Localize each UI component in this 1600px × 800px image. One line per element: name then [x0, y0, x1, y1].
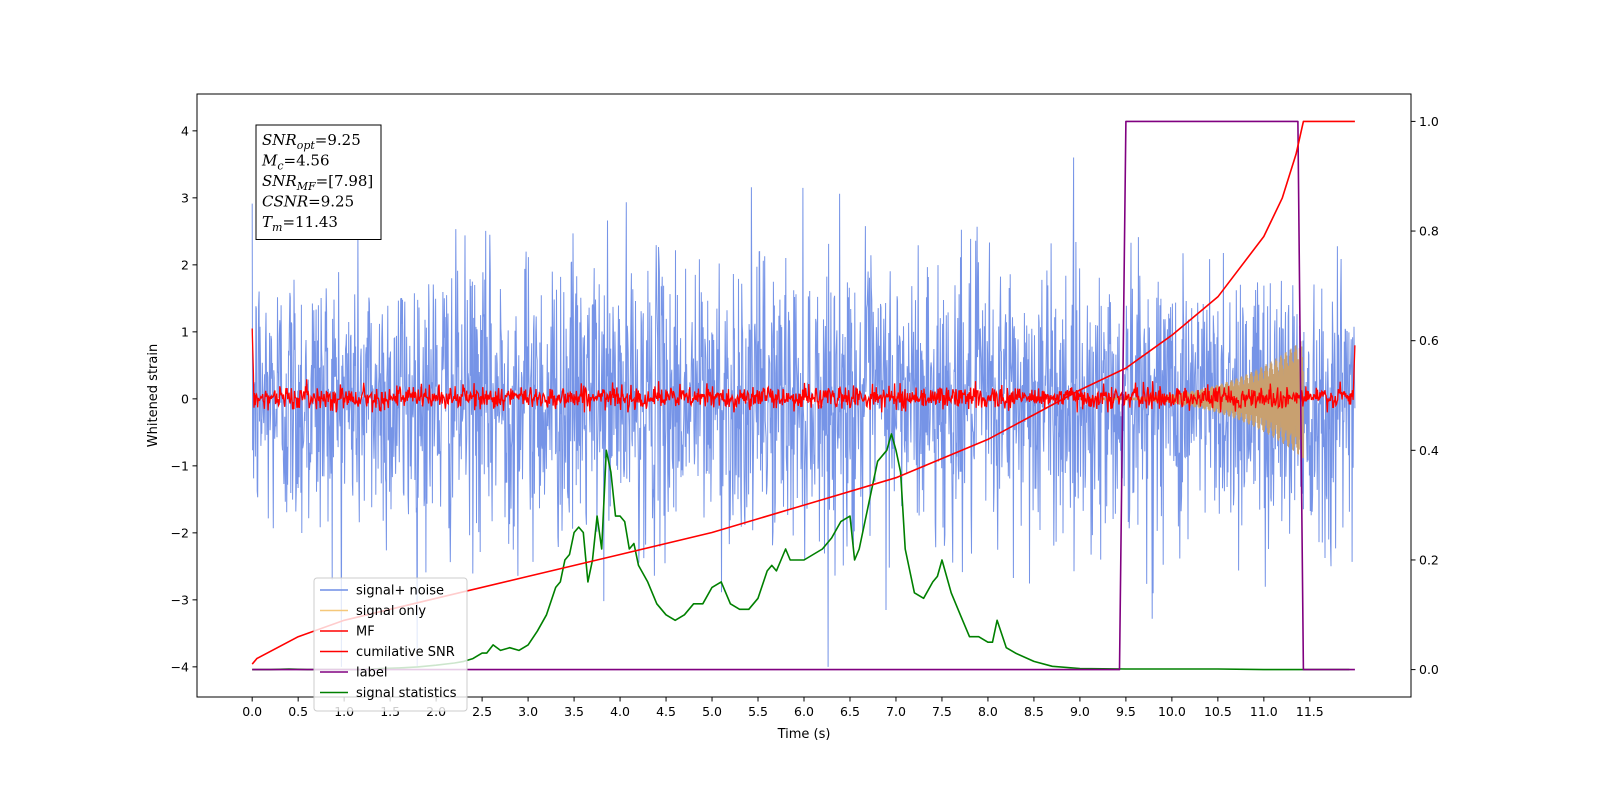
y-axis-label: Whitened strain	[146, 344, 161, 447]
x-tick-label: 7.0	[886, 704, 906, 719]
legend-frame	[313, 577, 468, 712]
y-tick-label: −3	[171, 592, 189, 607]
y-right-tick-label: 0.2	[1419, 552, 1439, 567]
x-tick-label: 11.0	[1250, 704, 1278, 719]
series-label	[252, 120, 1355, 671]
legend-entry-label: signal statistics	[356, 686, 457, 701]
y-right-tick-label: 0.4	[1419, 443, 1439, 458]
legend-entry-label: signal only	[356, 604, 426, 619]
legend: signal+ noise signal only MF cumilative SNR…	[313, 577, 468, 712]
x-tick-label: 9.5	[1116, 704, 1136, 719]
y-axis-left: −4 −3 −2 −1 0 1 2 3 4	[171, 123, 197, 674]
x-tick-label: 6.5	[840, 704, 860, 719]
legend-entry-label: signal+ noise	[356, 584, 444, 599]
x-tick-label: 4.5	[656, 704, 676, 719]
x-tick-label: 9.0	[1070, 704, 1090, 719]
annotation-box-frame	[255, 124, 382, 240]
x-tick-label: 8.5	[1024, 704, 1044, 719]
y-tick-label: 0	[181, 391, 189, 406]
x-tick-label: 7.5	[932, 704, 952, 719]
y-axis-right: 0.0 0.2 0.4 0.6 0.8 1.0	[1411, 114, 1439, 677]
x-tick-label: 2.5	[472, 704, 492, 719]
y-tick-label: −1	[171, 458, 189, 473]
x-tick-label: 5.0	[702, 704, 722, 719]
y-right-tick-label: 0.8	[1419, 224, 1439, 239]
y-tick-label: 4	[181, 123, 189, 138]
x-tick-label: 10.0	[1158, 704, 1186, 719]
y-tick-label: −2	[171, 525, 189, 540]
x-tick-label: 10.5	[1204, 704, 1232, 719]
series-signal-statistics	[252, 433, 1350, 671]
x-tick-label: 4.0	[610, 704, 630, 719]
x-tick-label: 3.0	[518, 704, 538, 719]
x-tick-label: 0.0	[242, 704, 262, 719]
annotation-line: CSNR=9.25	[262, 193, 354, 211]
x-tick-label: 11.5	[1296, 704, 1324, 719]
x-tick-label: 3.5	[564, 704, 584, 719]
annotation-line: Mc=4.56	[261, 152, 330, 173]
y-right-tick-label: 0.0	[1419, 662, 1439, 677]
legend-entry-label: MF	[356, 625, 375, 640]
x-tick-label: 5.5	[748, 704, 768, 719]
y-tick-label: 1	[181, 324, 189, 339]
legend-entry-label: cumilative SNR	[356, 645, 455, 660]
series-signal-noise	[251, 157, 1356, 667]
x-axis-label: Time (s)	[777, 727, 831, 742]
y-tick-label: 2	[181, 257, 189, 272]
x-tick-label: 6.0	[794, 704, 814, 719]
annotation-line: SNRopt=9.25	[262, 131, 361, 152]
y-right-tick-label: 0.6	[1419, 333, 1439, 348]
legend-entry-label: label	[356, 666, 387, 681]
y-right-tick-label: 1.0	[1419, 114, 1439, 129]
annotation-line: Tm=11.43	[262, 213, 338, 234]
x-tick-label: 8.0	[978, 704, 998, 719]
annotation-line: SNRMF=[7.98]	[262, 172, 373, 193]
x-tick-label: 0.5	[288, 704, 308, 719]
series-mf	[251, 328, 1356, 413]
y-tick-label: −4	[171, 659, 189, 674]
y-tick-label: 3	[181, 190, 189, 205]
